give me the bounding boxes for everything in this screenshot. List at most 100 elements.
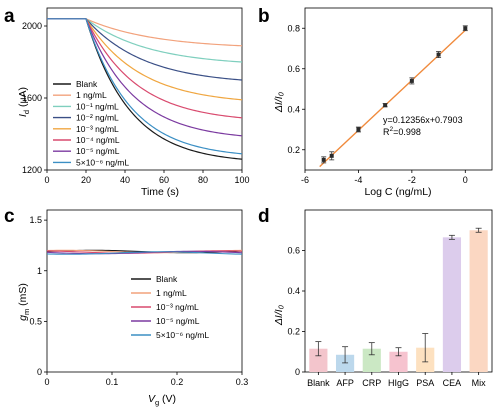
panel-c-ytick-label-1: 0.5 [29, 316, 42, 326]
panel-d-bar-5 [442, 237, 462, 372]
panel-c-plot-frame [46, 209, 243, 373]
panel-b-label: b [258, 6, 270, 27]
panel-b-xtick-label-1: -4 [354, 175, 362, 185]
panel-b-r2-sup: 2 [390, 126, 394, 133]
panel-c-legend-label-1: 1 ng/mL [156, 288, 187, 298]
panel-a-series-line-7 [47, 18, 243, 155]
panel-c-xtick-label-1: 0.1 [106, 377, 119, 387]
panel-c-legend-label-0: Blank [156, 274, 178, 284]
panel-d-bar-2 [362, 348, 381, 372]
panel-a-xtick-label-5: 100 [234, 175, 249, 185]
panel-a-xlabel: Time (s) [141, 186, 179, 198]
panel-b-equation: y=0.12356x+0.7903 [383, 115, 463, 125]
panel-a-legend-label-6: 10⁻⁵ ng/mL [76, 146, 120, 156]
panel-d-bar-3 [389, 351, 408, 372]
panel-b-plot-frame [304, 7, 493, 171]
panel-c-chart: c 0 0.1 0.2 0.3 0 0.5 1 1.5 Blank 1 ng/mL 10⁻³ ng/… [4, 206, 248, 407]
panel-a-ylabel: Id (μA) [17, 87, 31, 117]
panel-a-ytick-label-1: 1600 [22, 93, 42, 103]
panel-d-ytick-label-1: 0.2 [287, 327, 300, 337]
panel-b-ytick-label-0: 0.2 [287, 145, 300, 155]
panel-d-ytick-label-3: 0.6 [287, 246, 300, 256]
panel-a-legend-label-1: 1 ng/mL [76, 90, 107, 100]
panel-d-ylabel: ΔI/I₀ [273, 304, 285, 326]
panel-a-legend-label-7: 5×10⁻⁶ ng/mL [76, 157, 129, 167]
panel-d-xtick-label-2: CRP [362, 378, 381, 388]
panel-d-xtick-label-6: Mix [472, 378, 486, 388]
panel-d-bar-0 [309, 348, 328, 372]
panel-b-point-3 [383, 103, 388, 108]
panel-d-ytick-label-0: 0 [295, 367, 300, 377]
panel-b-xtick-label-2: -2 [408, 175, 416, 185]
panel-c-xtick-label-3: 0.3 [236, 377, 249, 387]
panel-b-point-1 [329, 153, 334, 158]
panel-a-legend-label-0: Blank [76, 79, 98, 89]
panel-a-plot-frame [46, 7, 243, 171]
panel-d-xtick-label-4: PSA [416, 378, 434, 388]
panel-b-ytick-label-1: 0.4 [287, 104, 300, 114]
panel-a-ytick-label-2: 2000 [22, 21, 42, 31]
panel-c-xlabel-main: V [148, 393, 156, 405]
panel-b-chart: b -6 -4 -2 0 0.2 0.4 0.6 0.8 Log C (ng/mL) ΔI/I… [258, 6, 493, 198]
panel-c-ytick-label-3: 1.5 [29, 215, 42, 225]
panel-b-point-2 [356, 127, 361, 132]
panel-d-bar-1 [335, 354, 355, 372]
panel-c-legend-label-4: 5×10⁻⁶ ng/mL [156, 330, 209, 340]
panel-b-r2: R2=0.998 [383, 126, 421, 137]
panel-b-point-6 [463, 26, 468, 31]
panel-c-legend-label-3: 10⁻⁵ ng/mL [156, 316, 200, 326]
panel-a-legend-label-3: 10⁻² ng/mL [76, 113, 119, 123]
panel-c-series-line-4 [46, 251, 243, 255]
panel-a-series-line-1 [47, 18, 243, 47]
panel-a-xtick-label-1: 20 [81, 175, 91, 185]
panel-d-xtick-label-1: AFP [336, 378, 354, 388]
panel-a-ytick-label-0: 1200 [22, 165, 42, 175]
panel-b-r2-main: R [383, 127, 390, 137]
panel-a-xtick-label-0: 0 [44, 175, 49, 185]
panel-d-chart: d 0 0.2 0.4 0.6 Blank AFP CRP HIgG PSA CEA Mix ΔI/… [258, 206, 493, 388]
panel-a-series-line-2 [47, 18, 243, 63]
panel-c-ytick-label-0: 0 [37, 367, 42, 377]
panel-b-ytick-label-3: 0.8 [287, 23, 300, 33]
panel-a-ylabel-sub: d [22, 110, 31, 114]
panel-a-xtick-label-2: 40 [120, 175, 130, 185]
panel-c-label: c [4, 206, 15, 227]
panel-b-r2-rest: =0.998 [393, 127, 421, 137]
panel-d-label: d [258, 206, 270, 227]
panel-a-ylabel-main: I [17, 114, 29, 117]
panel-a-xtick-label-4: 80 [198, 175, 208, 185]
panel-c-ytick-label-2: 1 [37, 266, 42, 276]
panel-a-xtick-label-3: 60 [159, 175, 169, 185]
panel-c-ylabel-unit: (mS) [17, 283, 29, 309]
panel-b-xtick-label-3: 0 [463, 175, 468, 185]
panel-d-xtick-label-5: CEA [443, 378, 462, 388]
panel-a-label: a [4, 6, 15, 27]
panel-d-ytick-label-2: 0.4 [287, 286, 300, 296]
panel-b-xlabel: Log C (ng/mL) [364, 186, 431, 198]
panel-a-series-line-3 [47, 18, 243, 81]
panel-c-xlabel-sub: g [155, 398, 159, 407]
panel-c-ylabel: gm (mS) [17, 283, 31, 321]
panel-b-xtick-label-0: -6 [301, 175, 309, 185]
panel-c-xtick-label-2: 0.2 [171, 377, 184, 387]
panel-b-point-0 [321, 157, 326, 162]
panel-d-bar-6 [469, 230, 488, 372]
panel-c-ylabel-sub: m [22, 309, 31, 315]
panel-b-ylabel: ΔI/I₀ [273, 91, 285, 113]
panel-b-fit-line [319, 28, 468, 168]
panel-a-legend-label-2: 10⁻¹ ng/mL [76, 101, 119, 111]
panel-a-legend-label-5: 10⁻⁴ ng/mL [76, 135, 120, 145]
panel-b-point-4 [409, 78, 414, 83]
panel-a-ylabel-unit: (μA) [17, 87, 29, 110]
panel-b-ytick-label-2: 0.6 [287, 64, 300, 74]
panel-c-ylabel-main: g [17, 315, 29, 321]
panel-d-xtick-label-3: HIgG [388, 378, 409, 388]
panel-d-xtick-label-0: Blank [307, 378, 330, 388]
panel-c-xlabel: Vg (V) [148, 393, 176, 407]
panel-c-legend-label-2: 10⁻³ ng/mL [156, 302, 199, 312]
panel-a-legend-label-4: 10⁻³ ng/mL [76, 124, 119, 134]
panel-c-xlabel-unit: (V) [159, 393, 176, 405]
panel-b-point-5 [436, 52, 441, 57]
